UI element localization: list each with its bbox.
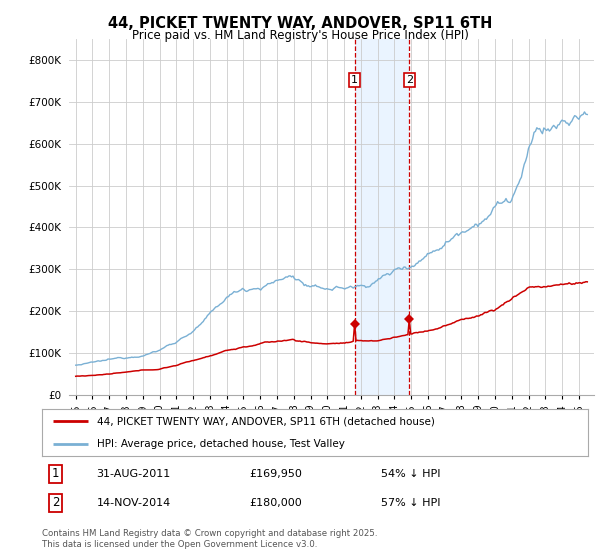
Text: 2: 2 xyxy=(406,75,413,85)
Text: 14-NOV-2014: 14-NOV-2014 xyxy=(97,498,171,508)
Text: 31-AUG-2011: 31-AUG-2011 xyxy=(97,469,171,479)
Text: 57% ↓ HPI: 57% ↓ HPI xyxy=(380,498,440,508)
Text: HPI: Average price, detached house, Test Valley: HPI: Average price, detached house, Test… xyxy=(97,439,344,449)
Text: 1: 1 xyxy=(351,75,358,85)
Text: 44, PICKET TWENTY WAY, ANDOVER, SP11 6TH (detached house): 44, PICKET TWENTY WAY, ANDOVER, SP11 6TH… xyxy=(97,416,434,426)
Text: 44, PICKET TWENTY WAY, ANDOVER, SP11 6TH: 44, PICKET TWENTY WAY, ANDOVER, SP11 6TH xyxy=(108,16,492,31)
Bar xyxy=(355,39,409,395)
Text: 1: 1 xyxy=(52,467,59,480)
Text: 2: 2 xyxy=(52,496,59,509)
Text: 54% ↓ HPI: 54% ↓ HPI xyxy=(380,469,440,479)
Text: Price paid vs. HM Land Registry's House Price Index (HPI): Price paid vs. HM Land Registry's House … xyxy=(131,29,469,42)
Text: Contains HM Land Registry data © Crown copyright and database right 2025.
This d: Contains HM Land Registry data © Crown c… xyxy=(42,529,377,549)
Text: £169,950: £169,950 xyxy=(250,469,302,479)
Text: £180,000: £180,000 xyxy=(250,498,302,508)
